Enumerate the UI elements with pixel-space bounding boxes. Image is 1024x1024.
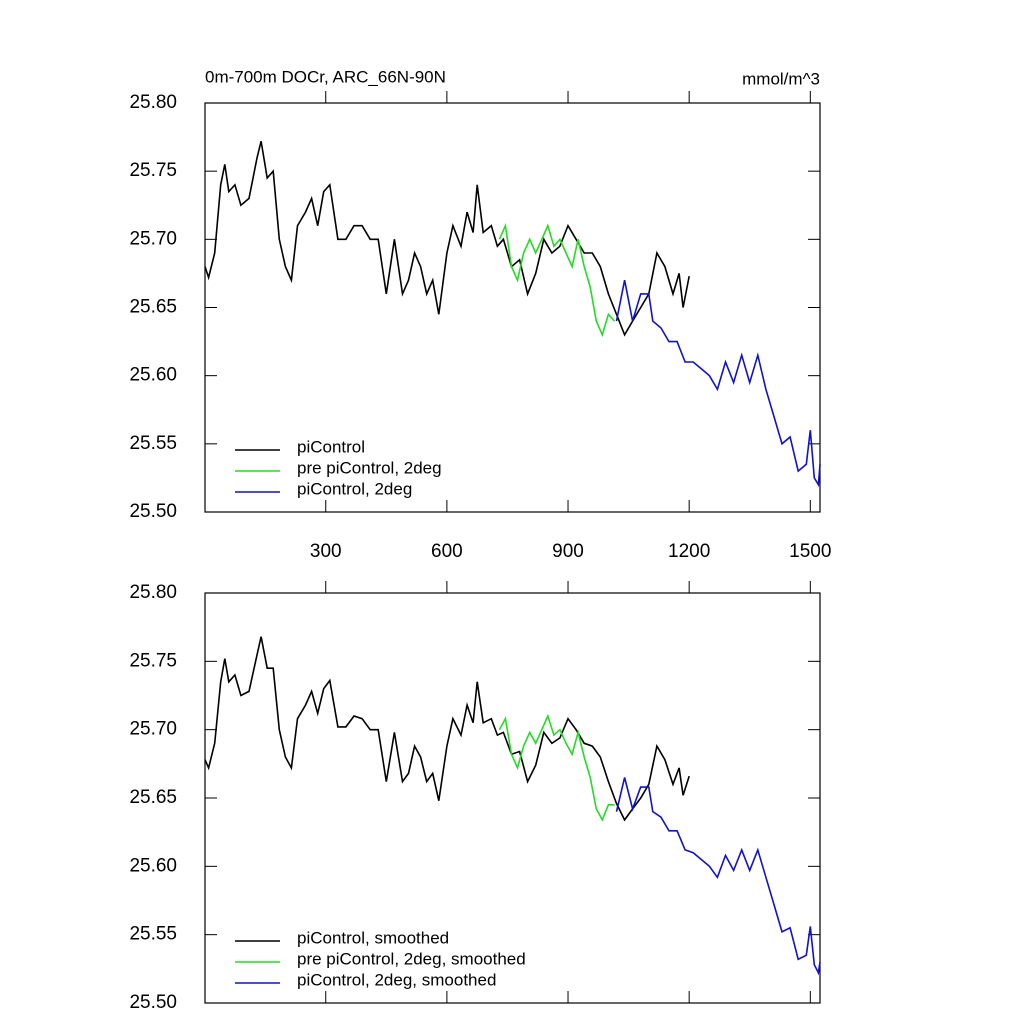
x-tick-label: 600 (431, 541, 463, 562)
y-tick-label: 25.65 (129, 297, 177, 318)
y-tick-label: 25.75 (129, 650, 177, 671)
legend-label: piControl, 2deg, smoothed (297, 970, 496, 989)
x-tick-label: 300 (310, 541, 342, 562)
y-tick-label: 25.65 (129, 787, 177, 808)
y-tick-label: 25.60 (129, 365, 177, 386)
legend-label: piControl, 2deg (297, 479, 412, 498)
series-line (615, 777, 821, 976)
x-tick-label: 1500 (789, 541, 831, 562)
y-tick-label: 25.55 (129, 924, 177, 945)
series-line (498, 713, 615, 822)
x-tick-label: 1200 (668, 541, 710, 562)
x-tick-label: 900 (552, 541, 584, 562)
y-tick-label: 25.70 (129, 719, 177, 740)
y-tick-label: 25.80 (129, 92, 177, 113)
y-tick-label: 25.50 (129, 501, 177, 522)
units-label: mmol/m^3 (742, 69, 820, 88)
series-line (498, 222, 616, 338)
y-tick-label: 25.60 (129, 855, 177, 876)
y-tick-label: 25.70 (129, 228, 177, 249)
y-tick-label: 25.50 (129, 992, 177, 1013)
legend-label: piControl, smoothed (297, 928, 449, 947)
y-tick-label: 25.80 (129, 582, 177, 603)
legend-label: piControl (297, 437, 365, 456)
series-line (615, 280, 821, 488)
y-tick-label: 25.75 (129, 160, 177, 181)
legend-label: pre piControl, 2deg (297, 458, 442, 477)
series-line (204, 636, 690, 822)
chart-title: 0m-700m DOCr, ARC_66N-90N (205, 67, 446, 86)
y-tick-label: 25.55 (129, 433, 177, 454)
series-line (204, 141, 690, 337)
legend-label: pre piControl, 2deg, smoothed (297, 949, 526, 968)
